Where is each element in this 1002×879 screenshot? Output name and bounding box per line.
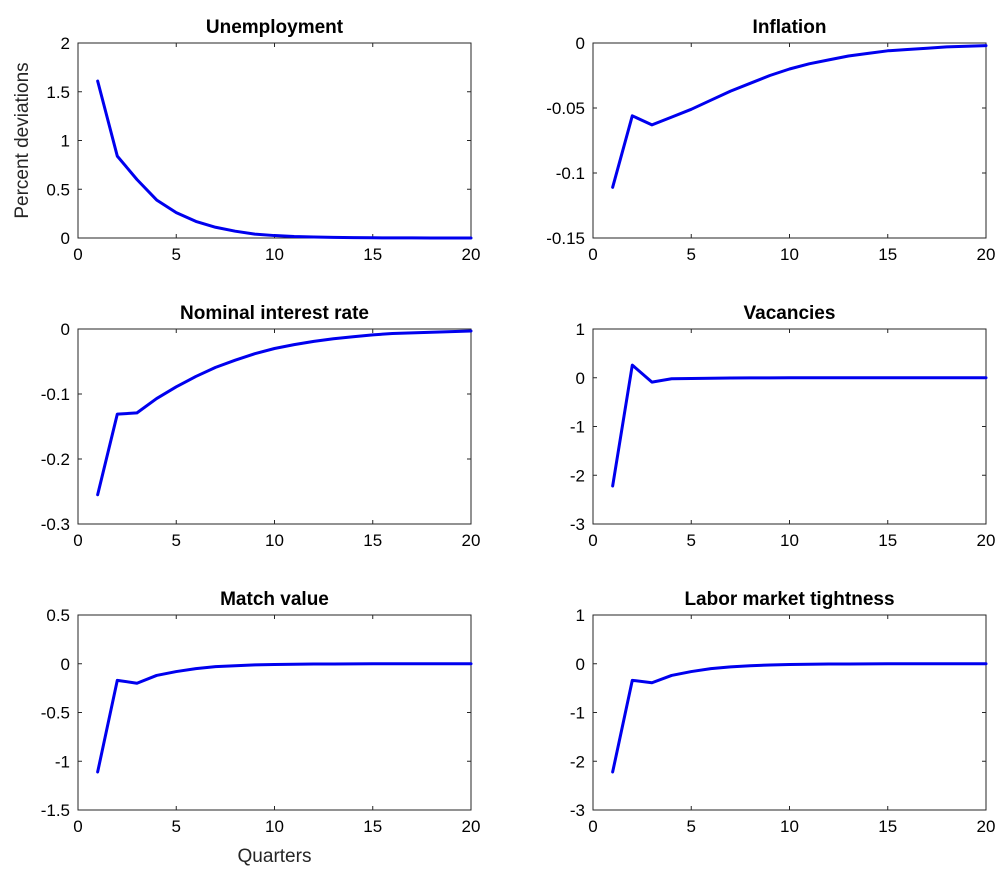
x-tick-label: 0 <box>73 245 82 264</box>
y-tick-label: -0.1 <box>556 164 585 183</box>
subplot-inflation: 0 5 10 15 20 -0.15 -0.1 -0.05 0 Inflation <box>546 17 995 264</box>
x-tick-label: 0 <box>588 245 597 264</box>
axes-frame <box>77 328 472 525</box>
x-tick-label: 15 <box>878 531 897 550</box>
x-tick-label: 5 <box>687 245 696 264</box>
y-axis-label: Percent deviations <box>12 62 33 218</box>
y-tick-label: -0.15 <box>546 229 585 248</box>
axes-frame <box>592 614 987 811</box>
axes-frame <box>77 614 472 811</box>
x-tick-label: 20 <box>462 817 481 836</box>
x-tick-label: 10 <box>780 245 799 264</box>
chart-title: Match value <box>220 589 329 610</box>
x-tick-label: 20 <box>977 817 996 836</box>
y-tick-label: -1 <box>570 704 585 723</box>
x-tick-label: 15 <box>363 817 382 836</box>
x-tick-label: 10 <box>265 245 284 264</box>
x-tick-label: 10 <box>265 531 284 550</box>
chart-title: Nominal interest rate <box>180 303 369 324</box>
y-tick-label: -2 <box>570 752 585 771</box>
chart-title: Unemployment <box>206 17 344 38</box>
subplot-nominal-interest-rate: 0 5 10 15 20 -0.3 -0.2 -0.1 0 Nominal interest ra… <box>41 303 481 550</box>
x-tick-label: 15 <box>363 531 382 550</box>
y-tick-label: 0.5 <box>46 180 70 199</box>
y-tick-label: 1 <box>576 320 585 339</box>
chart-title: Inflation <box>753 17 827 38</box>
x-tick-label: 15 <box>878 245 897 264</box>
series-line-nominal-interest-rate <box>96 329 473 497</box>
y-tick-label: 0.5 <box>46 606 70 625</box>
subplot-unemployment: 0 5 10 15 20 0 0.5 1 1.5 2 Unemployment Percent dev… <box>12 17 480 264</box>
y-tick-label: -0.5 <box>41 704 70 723</box>
subplot-vacancies: 0 5 10 15 20 -3 -2 -1 0 1 Vacancies <box>570 303 996 550</box>
x-tick-label: 5 <box>687 531 696 550</box>
axes-frame <box>592 328 987 525</box>
y-tick-label: 2 <box>61 34 70 53</box>
x-tick-label: 20 <box>977 531 996 550</box>
series-line-match-value <box>96 662 473 774</box>
x-tick-label: 0 <box>588 817 597 836</box>
x-tick-label: 20 <box>462 531 481 550</box>
axes-frame <box>592 42 987 239</box>
y-tick-label: -3 <box>570 515 585 534</box>
x-tick-label: 0 <box>73 531 82 550</box>
y-tick-label: -0.3 <box>41 515 70 534</box>
y-tick-label: 1 <box>576 606 585 625</box>
chart-title: Vacancies <box>744 303 836 324</box>
x-axis-label: Quarters <box>238 846 312 867</box>
x-tick-label: 0 <box>73 817 82 836</box>
x-tick-label: 5 <box>172 817 181 836</box>
y-tick-label: 0 <box>576 655 585 674</box>
subplot-labor-market-tightness: 0 5 10 15 20 -3 -2 -1 0 1 Labor market tightness <box>570 589 996 836</box>
axes-frame <box>77 42 472 239</box>
y-tick-label: 0 <box>61 655 70 674</box>
x-tick-label: 10 <box>780 817 799 836</box>
x-tick-label: 5 <box>687 817 696 836</box>
x-tick-label: 20 <box>462 245 481 264</box>
y-tick-label: 0 <box>61 229 70 248</box>
series-line-inflation <box>611 44 988 189</box>
x-tick-label: 10 <box>265 817 284 836</box>
x-tick-label: 15 <box>878 817 897 836</box>
y-tick-label: -1 <box>570 418 585 437</box>
y-tick-label: -3 <box>570 801 585 820</box>
y-tick-label: 0 <box>576 369 585 388</box>
x-tick-label: 5 <box>172 245 181 264</box>
y-tick-label: -1.5 <box>41 801 70 820</box>
y-tick-label: 0 <box>61 320 70 339</box>
x-tick-label: 0 <box>588 531 597 550</box>
y-tick-label: 1.5 <box>46 83 70 102</box>
chart-title: Labor market tightness <box>684 589 894 610</box>
y-tick-label: -0.1 <box>41 385 70 404</box>
y-tick-label: -0.05 <box>546 99 585 118</box>
x-tick-label: 20 <box>977 245 996 264</box>
x-tick-label: 15 <box>363 245 382 264</box>
y-tick-label: -1 <box>55 752 70 771</box>
x-tick-label: 5 <box>172 531 181 550</box>
y-tick-label: 0 <box>576 34 585 53</box>
subplot-match-value: 0 5 10 15 20 -1.5 -1 -0.5 0 0.5 Match value Quarter… <box>41 589 481 867</box>
series-line-unemployment <box>96 79 473 240</box>
y-tick-label: -2 <box>570 466 585 485</box>
series-line-vacancies <box>611 363 988 488</box>
y-tick-label: -0.2 <box>41 450 70 469</box>
x-tick-label: 10 <box>780 531 799 550</box>
y-tick-label: 1 <box>61 132 70 151</box>
series-line-labor-market-tightness <box>611 662 988 774</box>
